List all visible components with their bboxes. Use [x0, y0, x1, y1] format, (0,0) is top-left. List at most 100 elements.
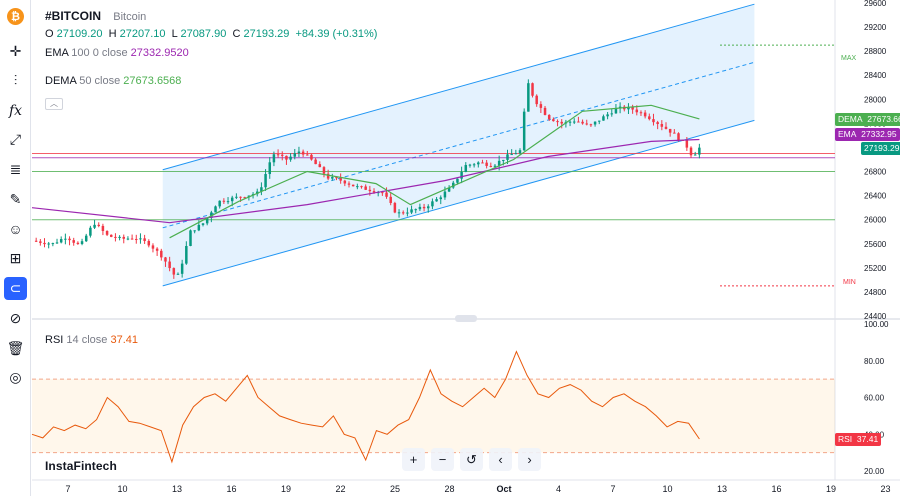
candle-body [101, 225, 105, 231]
channel-mid-line [162, 61, 755, 229]
price-tick-label: 24800 [864, 288, 887, 297]
close-value: 27193.29 [243, 28, 290, 40]
candle-body [47, 243, 50, 245]
time-tick-label: 10 [662, 484, 672, 494]
candle-body [80, 241, 84, 244]
zoom-in-icon[interactable]: + [402, 448, 425, 471]
candle-body [422, 206, 426, 209]
candle-body [514, 153, 518, 155]
high-value: 27207.10 [119, 28, 166, 40]
candle-body [109, 234, 113, 237]
zoom-out-icon[interactable]: − [431, 448, 454, 471]
fib-icon[interactable]: ≣ [9, 161, 22, 177]
candle-body [193, 230, 196, 232]
pane-resize-handle[interactable] [455, 315, 477, 322]
candle-body [447, 187, 451, 192]
camera-icon[interactable]: ◎ [9, 369, 22, 385]
dema-line [169, 104, 700, 239]
instafintech-logo: InstaFintech [45, 459, 117, 473]
trend-tool-icon[interactable]: ⤢ [9, 131, 22, 147]
candle-body [631, 106, 634, 110]
candle-body [460, 171, 463, 179]
candle-body [139, 238, 142, 240]
candle-body [335, 177, 338, 179]
candle-body [243, 197, 246, 199]
measure-icon[interactable]: ⊞ [9, 250, 22, 266]
candle-body [189, 230, 192, 246]
candle-body [443, 191, 447, 198]
price-tick-label: 29200 [864, 23, 887, 32]
symbol-ticker[interactable]: #BITCOIN [45, 9, 102, 23]
time-tick-label: 19 [281, 484, 291, 494]
reset-icon[interactable]: ↺ [460, 448, 483, 471]
candle-body [356, 186, 359, 188]
time-tick-label: 7 [65, 484, 70, 494]
open-label: O [45, 28, 54, 40]
candle-body [610, 113, 614, 115]
candle-body [664, 126, 668, 129]
brush-icon[interactable]: ✎ [9, 191, 22, 207]
candle-body [372, 191, 376, 193]
ohlc-legend: O 27109.20 H 27207.10 L 27087.90 C 27193… [45, 28, 377, 40]
candle-body [272, 154, 276, 163]
candle-body [326, 173, 330, 179]
bitcoin-icon[interactable]: ₿ [7, 8, 24, 25]
scroll-left-icon[interactable]: ‹ [489, 448, 512, 471]
candle-body [381, 192, 384, 194]
time-tick-label: 23 [880, 484, 890, 494]
candle-body [318, 164, 322, 168]
rsi-value: 37.41 [110, 334, 138, 346]
rsi-tag-label: RSI [838, 434, 853, 444]
candle-body [614, 108, 618, 114]
candle-body [343, 180, 347, 184]
rsi-tick-label: 100.00 [864, 320, 889, 329]
dema-price-tag: DEMA 27673.66 [835, 113, 900, 126]
hide-drawings-icon[interactable]: ⊘ [9, 310, 22, 326]
candle-body [168, 261, 171, 269]
candle-body [164, 257, 167, 262]
candle-body [410, 209, 413, 213]
candle-body [547, 114, 551, 120]
trash-icon[interactable]: 🗑 [6, 340, 25, 356]
emoji-icon[interactable]: ☺ [8, 220, 23, 237]
dema-name: DEMA [45, 75, 77, 87]
low-value: 27087.90 [180, 28, 227, 40]
candle-body [51, 243, 55, 245]
candle-body [456, 178, 459, 183]
rsi-tick-label: 20.00 [864, 467, 885, 476]
candle-body [360, 186, 363, 188]
candle-body [97, 224, 100, 226]
ema-line [31, 138, 700, 224]
candle-body [93, 224, 96, 228]
candle-body [235, 196, 238, 198]
dema-params: 50 close [79, 75, 121, 87]
candle-body [685, 140, 689, 148]
candle-body [201, 223, 205, 225]
channel-fill [162, 4, 755, 286]
candle-body [510, 154, 513, 156]
candle-body [293, 153, 297, 157]
time-tick-label: 16 [771, 484, 781, 494]
rsi-legend[interactable]: RSI 14 close 37.41 [45, 334, 138, 346]
dema-legend[interactable]: DEMA 50 close 27673.6568 [45, 75, 181, 87]
candle-body [114, 236, 117, 238]
candle-body [135, 238, 138, 240]
magnet-icon[interactable]: ⊂ [4, 277, 27, 300]
crosshair-icon[interactable]: ✛ [9, 43, 22, 59]
candle-body [472, 164, 476, 166]
ema-legend[interactable]: EMA 100 0 close 27332.9520 [45, 47, 189, 59]
ema-tag-value: 27332.95 [861, 129, 897, 139]
candle-body [598, 120, 601, 122]
fx-icon[interactable]: fx [8, 102, 23, 119]
last-price-value: 27193.29 [864, 143, 900, 153]
candle-body [264, 174, 267, 188]
candles-icon[interactable]: ⫶ [13, 72, 18, 88]
candle-body [239, 196, 242, 198]
price-tick-label: 26400 [864, 192, 887, 201]
candle-body [351, 184, 355, 187]
price-tick-label: 24400 [864, 312, 887, 321]
collapse-legend-button[interactable]: ︿ [45, 98, 63, 110]
scroll-right-icon[interactable]: › [518, 448, 541, 471]
rsi-tag-value: 37.41 [856, 434, 879, 444]
